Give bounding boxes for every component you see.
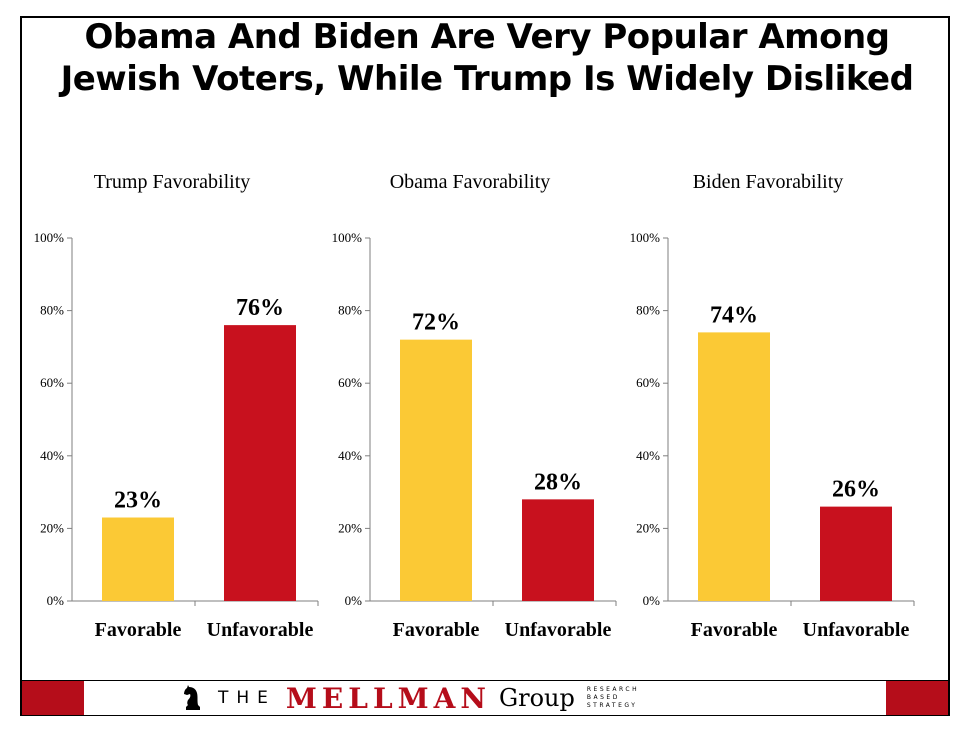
y-tick-label-2-3: 60% [636,375,660,390]
mellman-logo: THE MELLMAN Group RESEARCH BASED STRATEG… [182,681,639,715]
logo-the: THE [218,688,276,708]
category-label-2-1: Unfavorable [803,619,910,641]
tagline-research: RESEARCH [586,686,640,693]
y-tick-label-2-5: 100% [630,230,661,245]
data-label-2-0: 74% [710,302,758,328]
category-label-1-0: Favorable [393,619,480,641]
y-tick-label-1-4: 80% [338,303,362,318]
category-label-2-0: Favorable [691,619,778,641]
chart-title-2: Biden Favorability [693,171,844,193]
data-label-1-1: 28% [534,469,582,495]
y-tick-label-0-0: 0% [47,593,65,608]
data-label-2-1: 26% [832,477,880,503]
y-tick-label-1-5: 100% [332,230,363,245]
bar-2-favorable [698,332,770,601]
slide-title: Obama And Biden Are Very Popular Among J… [0,16,974,100]
category-label-0-0: Favorable [95,619,182,641]
y-tick-label-0-4: 80% [40,303,64,318]
y-tick-label-1-0: 0% [345,593,363,608]
bar-0-unfavorable [224,325,296,601]
footer-bar: THE MELLMAN Group RESEARCH BASED STRATEG… [22,680,948,715]
category-label-1-1: Unfavorable [505,619,612,641]
bar-0-favorable [102,517,174,601]
y-tick-label-0-1: 20% [40,520,64,535]
logo-mellman: MELLMAN [285,681,491,715]
footer-red-block-right [886,681,948,715]
y-tick-label-2-0: 0% [643,593,661,608]
y-tick-label-0-3: 60% [40,375,64,390]
data-label-0-0: 23% [114,488,162,514]
y-tick-label-2-2: 40% [636,448,660,463]
y-tick-label-1-1: 20% [338,520,362,535]
y-tick-label-0-5: 100% [34,230,65,245]
y-tick-label-1-2: 40% [338,448,362,463]
tagline-based: BASED [586,694,620,701]
footer-red-block-left [22,681,84,715]
data-label-1-0: 72% [412,310,460,336]
y-tick-label-2-4: 80% [636,303,660,318]
bar-1-favorable [400,339,472,601]
y-tick-label-1-3: 60% [338,375,362,390]
y-tick-label-2-1: 20% [636,520,660,535]
title-line-1: Obama And Biden Are Very Popular Among [84,17,890,57]
bar-1-unfavorable [522,499,594,601]
y-tick-label-0-2: 40% [40,448,64,463]
data-label-0-1: 76% [236,295,284,321]
chart-title-0: Trump Favorability [94,171,251,193]
logo-tagline: RESEARCH BASED STRATEGY [587,686,639,710]
category-label-0-1: Unfavorable [207,619,314,641]
chart-title-1: Obama Favorability [390,171,551,193]
slide-frame [20,16,950,716]
tagline-strategy: STRATEGY [586,702,638,709]
bar-2-unfavorable [820,506,892,601]
title-line-2: Jewish Voters, While Trump Is Widely Dis… [60,59,914,99]
logo-group: Group [498,684,575,712]
chess-knight-icon [184,685,200,710]
